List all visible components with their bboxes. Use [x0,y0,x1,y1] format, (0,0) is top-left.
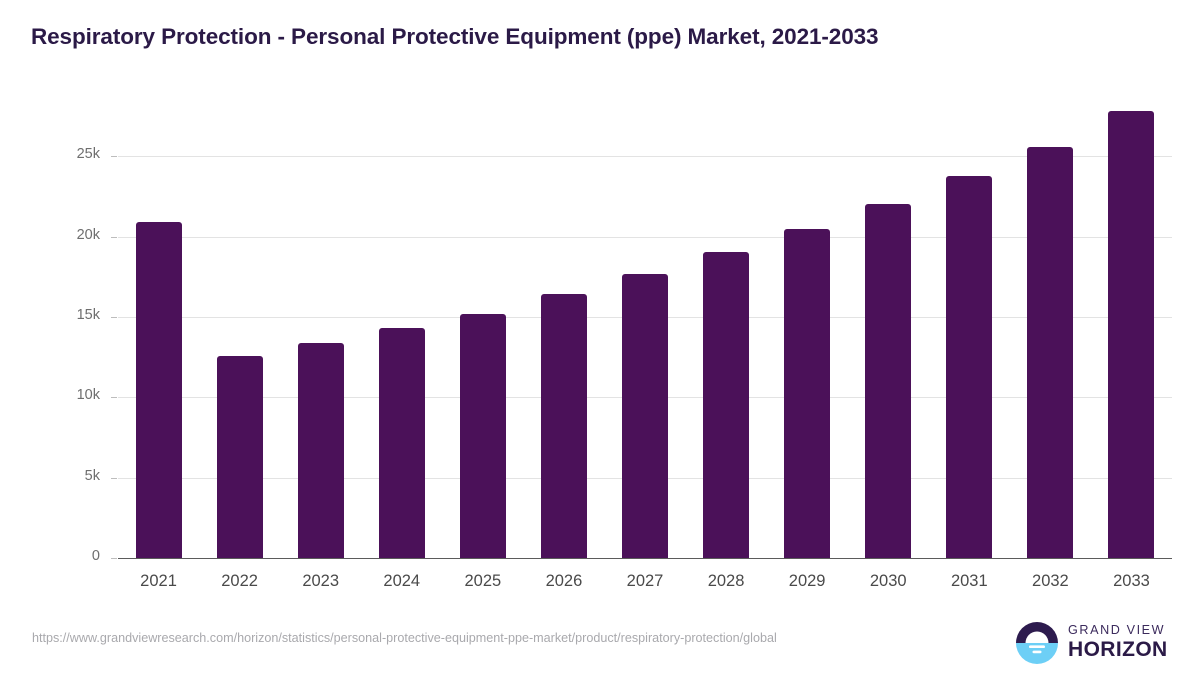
bar[interactable] [703,251,750,558]
plot-area [111,100,1172,559]
bar[interactable] [946,175,993,558]
y-tick-mark [111,477,117,479]
horizon-sun-icon [1016,622,1058,664]
source-url[interactable]: https://www.grandviewresearch.com/horizo… [32,631,777,645]
bar[interactable] [216,356,263,558]
x-tick-label: 2033 [1113,572,1150,590]
y-tick-mark [111,558,117,559]
bar[interactable] [459,313,506,558]
x-tick-label: 2028 [707,572,745,590]
bar[interactable] [297,343,344,558]
x-tick-label: 2021 [140,572,177,590]
axis-baseline [118,558,1172,559]
x-tick-label: 2030 [869,572,907,590]
bar[interactable] [784,229,831,558]
x-tick-label: 2025 [464,572,502,590]
logo-line-1: GRAND VIEW [1068,623,1166,637]
bar[interactable] [540,294,587,558]
y-tick-label: 10k [76,387,100,404]
y-tick-label: 0 [91,548,100,564]
gridline [118,236,1172,238]
x-tick-label: 2022 [221,572,258,590]
logo-line-2: HORIZON [1068,638,1168,661]
grand-view-horizon-logo: GRAND VIEW HORIZON [1016,620,1170,666]
x-tick-label: 2031 [950,572,988,590]
bar[interactable] [865,204,912,558]
y-tick-mark [111,156,117,158]
bar[interactable] [622,273,668,558]
bar[interactable] [1027,146,1074,558]
y-tick-label: 15k [76,306,100,323]
gridline [118,156,1172,158]
chart-title: Respiratory Protection - Personal Protec… [31,24,879,49]
bar[interactable] [378,328,425,558]
x-tick-label: 2032 [1032,572,1069,590]
y-tick-label: 20k [76,226,100,243]
x-tick-label: 2027 [626,572,664,590]
y-tick-mark [111,236,117,238]
x-tick-label: 2023 [302,572,340,590]
bar[interactable] [135,222,182,558]
y-tick-label: 5k [84,467,100,484]
y-tick-mark [111,316,117,318]
x-tick-label: 2026 [545,572,583,590]
logo-wordmark: GRAND VIEW HORIZON [1068,623,1168,661]
y-tick-mark [111,397,117,399]
bar[interactable] [1108,111,1155,558]
x-tick-label: 2029 [788,572,826,590]
y-tick-label: 25k [76,146,100,163]
x-tick-label: 2024 [383,572,421,590]
